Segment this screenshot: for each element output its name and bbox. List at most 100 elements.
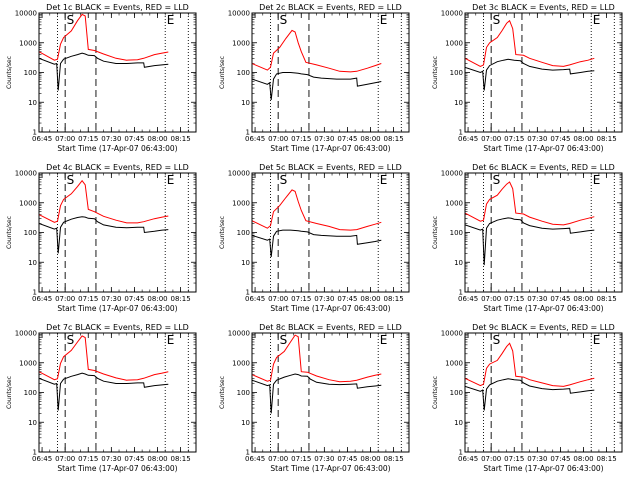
series-lld-line [465,19,595,67]
plot-frame [251,172,410,293]
y-tick-label: 10000 [228,170,250,178]
series-events-line [252,229,382,258]
x-tick-label: 08:15 [597,135,617,143]
chart-title: Det 1c BLACK = Events, RED = LLD [46,3,189,12]
y-tick-label: 1 [459,449,463,457]
y-tick-label: 10 [454,99,463,107]
x-tick-label: 06:45 [245,455,265,463]
y-tick-label: 10 [241,259,250,267]
x-tick-label: 07:00 [268,295,288,303]
y-axis-label: Counts/sec [6,376,13,409]
chart-title: Det 6c BLACK = Events, RED = LLD [472,163,615,172]
x-tick-label: 07:45 [337,295,357,303]
x-tick-label: 07:45 [124,135,144,143]
series-events-line [465,378,595,411]
x-axis-label: Start Time (17-Apr-07 06:43:00) [270,304,390,313]
series-lld-line [39,13,169,61]
x-tick-label: 07:00 [55,455,75,463]
chart-panel-7: Det 7c BLACK = Events, RED = LLD Counts/s… [6,323,197,473]
x-tick-label: 07:45 [550,455,570,463]
x-tick-label: 07:00 [481,135,501,143]
y-tick-label: 100 [237,389,250,397]
x-tick-label: 08:15 [597,455,617,463]
x-tick-label: 07:15 [504,135,524,143]
x-tick-label: 07:00 [481,295,501,303]
y-tick-label: 10 [241,419,250,427]
x-tick-label: 07:30 [101,135,121,143]
time-marker-label: S [280,13,288,27]
chart-panel-9: Det 9c BLACK = Events, RED = LLD Counts/s… [432,323,623,473]
chart-title: Det 5c BLACK = Events, RED = LLD [259,163,402,172]
x-tick-label: 08:15 [171,295,191,303]
x-tick-label: 07:30 [101,455,121,463]
x-tick-label: 07:30 [314,135,334,143]
series-events-line [39,52,169,91]
x-axis-label: Start Time (17-Apr-07 06:43:00) [483,304,603,313]
x-axis-label: Start Time (17-Apr-07 06:43:00) [270,464,390,473]
x-tick-label: 08:15 [384,295,404,303]
series-lld-line [252,189,382,231]
x-tick-label: 06:45 [458,455,478,463]
y-tick-label: 10000 [15,170,37,178]
x-axis-label: Start Time (17-Apr-07 06:43:00) [57,304,177,313]
y-tick-label: 10000 [15,330,37,338]
chart-title: Det 9c BLACK = Events, RED = LLD [472,323,615,332]
plot-frame [251,332,410,453]
y-axis-label: Counts/sec [219,56,226,89]
series-events-line [465,217,595,266]
plot-frame [464,172,623,293]
time-marker-label: E [167,173,175,187]
y-axis-label: Counts/sec [219,216,226,249]
plot-frame [464,12,623,133]
x-tick-label: 06:45 [458,295,478,303]
chart-panel-8: Det 8c BLACK = Events, RED = LLD Counts/s… [219,323,410,473]
time-marker-label: E [167,333,175,347]
x-tick-label: 07:15 [291,455,311,463]
x-tick-label: 07:45 [550,295,570,303]
x-tick-label: 06:45 [245,295,265,303]
series-lld-line [465,181,595,226]
x-tick-label: 08:00 [573,455,593,463]
y-tick-label: 1000 [445,199,463,207]
y-tick-label: 100 [450,229,463,237]
x-tick-label: 07:30 [527,455,547,463]
x-axis-label: Start Time (17-Apr-07 06:43:00) [270,144,390,153]
series-lld-line [252,334,382,383]
x-tick-label: 07:00 [55,295,75,303]
chart-title: Det 3c BLACK = Events, RED = LLD [472,3,615,12]
time-marker-label: E [593,173,601,187]
time-marker-label: S [493,13,501,27]
plot-frame [38,12,197,133]
y-tick-label: 10000 [441,170,463,178]
time-marker-label: S [67,333,75,347]
y-tick-label: 1 [246,129,250,137]
y-tick-label: 1 [33,129,37,137]
x-tick-label: 06:45 [32,295,52,303]
y-tick-label: 10 [28,99,37,107]
x-tick-label: 08:15 [384,135,404,143]
x-tick-label: 07:15 [78,295,98,303]
y-tick-label: 100 [24,389,37,397]
y-axis-label: Counts/sec [432,376,439,409]
y-axis-label: Counts/sec [432,56,439,89]
x-tick-label: 08:00 [573,295,593,303]
time-marker-label: S [67,173,75,187]
time-marker-label: S [280,173,288,187]
chart-panel-5: Det 5c BLACK = Events, RED = LLD Counts/s… [219,163,410,313]
plot-frame [251,12,410,133]
series-lld-line [39,179,169,224]
x-tick-label: 07:00 [481,455,501,463]
x-tick-label: 08:00 [147,455,167,463]
y-tick-label: 100 [450,389,463,397]
time-marker-label: E [167,13,175,27]
chart-title: Det 2c BLACK = Events, RED = LLD [259,3,402,12]
series-events-line [252,72,382,100]
x-tick-label: 06:45 [32,135,52,143]
x-tick-label: 07:45 [124,295,144,303]
y-tick-label: 1000 [19,39,37,47]
x-tick-label: 06:45 [245,135,265,143]
y-tick-label: 10000 [228,10,250,18]
y-tick-label: 1000 [232,199,250,207]
y-tick-label: 1000 [232,359,250,367]
y-tick-label: 1 [459,289,463,297]
